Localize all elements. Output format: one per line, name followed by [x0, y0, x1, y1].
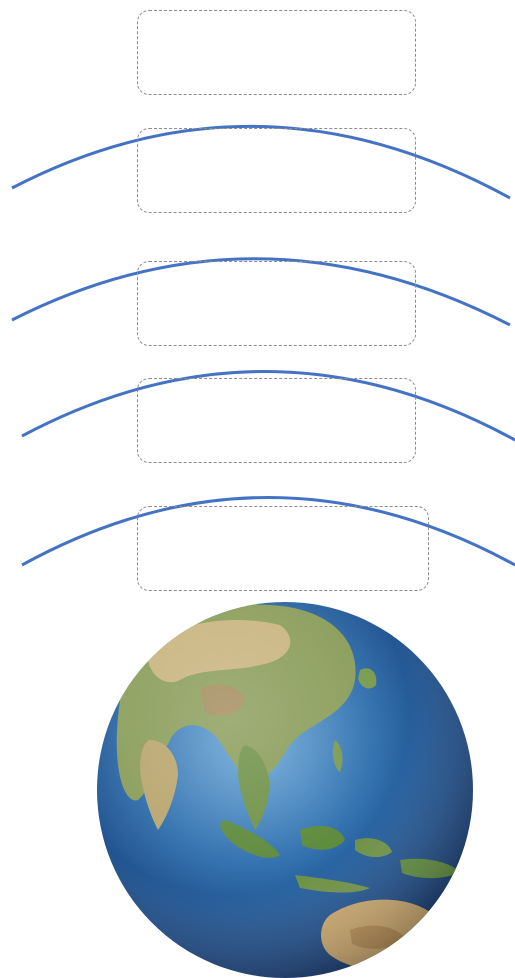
earth-globe-icon	[97, 602, 473, 978]
layer-boundary-line-4	[21, 496, 515, 567]
layer-label-box-3[interactable]	[137, 261, 416, 346]
layer-boundary-line-3	[21, 370, 515, 442]
layer-label-box-2[interactable]	[137, 128, 416, 213]
layer-boundary-line-1	[11, 125, 511, 200]
layer-label-box-5[interactable]	[137, 506, 429, 591]
layer-label-box-1[interactable]	[137, 10, 416, 95]
layer-label-box-4[interactable]	[137, 378, 416, 463]
layer-boundary-line-2	[11, 257, 511, 327]
